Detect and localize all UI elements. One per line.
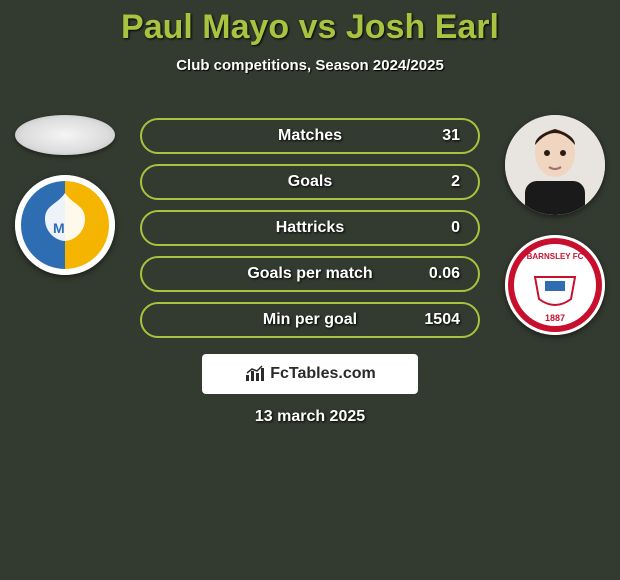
stats-list: Matches31Goals2Hattricks0Goals per match… xyxy=(0,118,620,348)
chart-icon xyxy=(244,365,266,383)
stat-value: 0 xyxy=(451,210,460,246)
stat-label: Hattricks xyxy=(140,210,480,246)
stat-value: 2 xyxy=(451,164,460,200)
stat-row: Matches31 xyxy=(0,118,620,164)
stat-row: Hattricks0 xyxy=(0,210,620,256)
stat-label: Matches xyxy=(140,118,480,154)
stat-label: Goals xyxy=(140,164,480,200)
page-title: Paul Mayo vs Josh Earl xyxy=(0,0,620,47)
stat-value: 1504 xyxy=(424,302,460,338)
stat-row: Goals2 xyxy=(0,164,620,210)
stat-value: 0.06 xyxy=(429,256,460,292)
brand-footer: FcTables.com xyxy=(202,354,418,394)
stat-row: Min per goal1504 xyxy=(0,302,620,348)
page-subtitle: Club competitions, Season 2024/2025 xyxy=(0,57,620,74)
stat-value: 31 xyxy=(442,118,460,154)
stat-row: Goals per match0.06 xyxy=(0,256,620,302)
brand-text: FcTables.com xyxy=(270,365,376,383)
comparison-date: 13 march 2025 xyxy=(0,408,620,426)
